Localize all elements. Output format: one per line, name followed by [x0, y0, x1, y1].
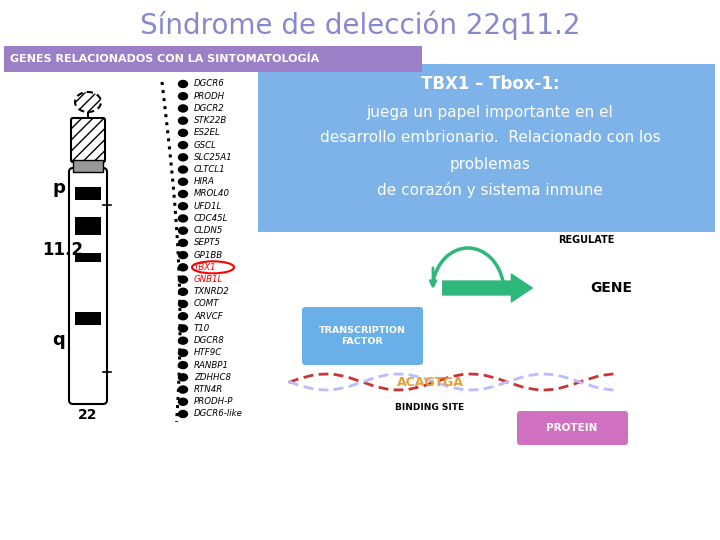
Ellipse shape [179, 276, 187, 283]
Text: RANBP1: RANBP1 [194, 361, 229, 369]
Text: MROL40: MROL40 [194, 190, 230, 199]
Ellipse shape [179, 141, 187, 149]
Text: problemas: problemas [449, 157, 531, 172]
Ellipse shape [179, 374, 187, 381]
Text: juega un papel importante en el: juega un papel importante en el [366, 105, 613, 119]
Text: UFD1L: UFD1L [194, 202, 222, 211]
Text: TBX1: TBX1 [194, 263, 217, 272]
Ellipse shape [179, 313, 187, 320]
Text: DGCR6-like: DGCR6-like [194, 409, 243, 418]
Text: CLDN5: CLDN5 [194, 226, 223, 235]
Text: TXNRD2: TXNRD2 [194, 287, 230, 296]
Ellipse shape [179, 362, 187, 369]
Text: RTN4R: RTN4R [194, 385, 223, 394]
FancyBboxPatch shape [69, 168, 107, 404]
Ellipse shape [179, 399, 187, 406]
Ellipse shape [179, 252, 187, 259]
Text: TBX1 – Tbox-1:: TBX1 – Tbox-1: [420, 75, 559, 93]
Text: REGULATE: REGULATE [558, 235, 614, 245]
Ellipse shape [75, 92, 101, 112]
Bar [73, 160, 103, 172]
Bar [75, 217, 101, 235]
Ellipse shape [179, 386, 187, 393]
Text: SEPT5: SEPT5 [194, 238, 221, 247]
Text: T10: T10 [194, 324, 210, 333]
Ellipse shape [179, 80, 187, 87]
FancyBboxPatch shape [517, 411, 628, 445]
Text: BINDING SITE: BINDING SITE [395, 403, 464, 413]
Ellipse shape [179, 337, 187, 344]
Text: ZDHHC8: ZDHHC8 [194, 373, 231, 382]
Text: STK22B: STK22B [194, 116, 228, 125]
Text: GP1BB: GP1BB [194, 251, 223, 260]
Text: CDC45L: CDC45L [194, 214, 228, 223]
Ellipse shape [179, 191, 187, 198]
Text: HTF9C: HTF9C [194, 348, 222, 357]
Text: SLC25A1: SLC25A1 [194, 153, 233, 162]
FancyBboxPatch shape [4, 46, 422, 72]
Ellipse shape [179, 202, 187, 210]
Ellipse shape [179, 349, 187, 356]
Text: ACAGTGA: ACAGTGA [397, 376, 464, 389]
FancyBboxPatch shape [302, 307, 423, 365]
Ellipse shape [179, 215, 187, 222]
Ellipse shape [179, 130, 187, 137]
Ellipse shape [179, 264, 187, 271]
Ellipse shape [179, 166, 187, 173]
Text: Síndrome de delección 22q11.2: Síndrome de delección 22q11.2 [140, 10, 580, 40]
Text: GENES RELACIONADOS CON LA SINTOMATOLOGÍA: GENES RELACIONADOS CON LA SINTOMATOLOGÍA [10, 54, 319, 64]
Text: de corazón y sistema inmune: de corazón y sistema inmune [377, 182, 603, 198]
Bar [75, 253, 101, 262]
Text: DGCR6: DGCR6 [194, 79, 225, 89]
Text: PROTEIN: PROTEIN [546, 423, 598, 433]
Text: DGCR2: DGCR2 [194, 104, 225, 113]
Ellipse shape [179, 325, 187, 332]
Ellipse shape [179, 410, 187, 417]
FancyBboxPatch shape [258, 64, 715, 232]
Bar [75, 312, 101, 325]
Ellipse shape [179, 93, 187, 100]
Text: ES2EL: ES2EL [194, 129, 221, 137]
Text: DGCR8: DGCR8 [194, 336, 225, 345]
Ellipse shape [179, 288, 187, 295]
Text: 22: 22 [78, 408, 98, 422]
Text: ARVCF: ARVCF [194, 312, 222, 321]
Text: q: q [52, 331, 65, 349]
Text: desarrollo embrionario.  Relacionado con los: desarrollo embrionario. Relacionado con … [320, 131, 660, 145]
Text: HIRA: HIRA [194, 177, 215, 186]
Text: GNB1L: GNB1L [194, 275, 223, 284]
Text: PRODH-P: PRODH-P [194, 397, 233, 406]
Text: COMT: COMT [194, 300, 220, 308]
Text: CLTCL1: CLTCL1 [194, 165, 225, 174]
Text: GENE: GENE [590, 281, 632, 295]
Text: TRANSCRIPTION
FACTOR: TRANSCRIPTION FACTOR [318, 326, 405, 346]
FancyArrowPatch shape [443, 274, 532, 302]
Ellipse shape [179, 117, 187, 124]
Ellipse shape [179, 239, 187, 246]
Ellipse shape [179, 300, 187, 307]
Bar [75, 187, 101, 200]
FancyBboxPatch shape [71, 118, 105, 162]
Ellipse shape [179, 105, 187, 112]
Text: 11.2: 11.2 [42, 241, 83, 259]
Text: p: p [52, 179, 65, 197]
Ellipse shape [179, 227, 187, 234]
Ellipse shape [179, 154, 187, 161]
Text: PRODH: PRODH [194, 92, 225, 101]
Text: GSCL: GSCL [194, 140, 217, 150]
Ellipse shape [179, 178, 187, 185]
